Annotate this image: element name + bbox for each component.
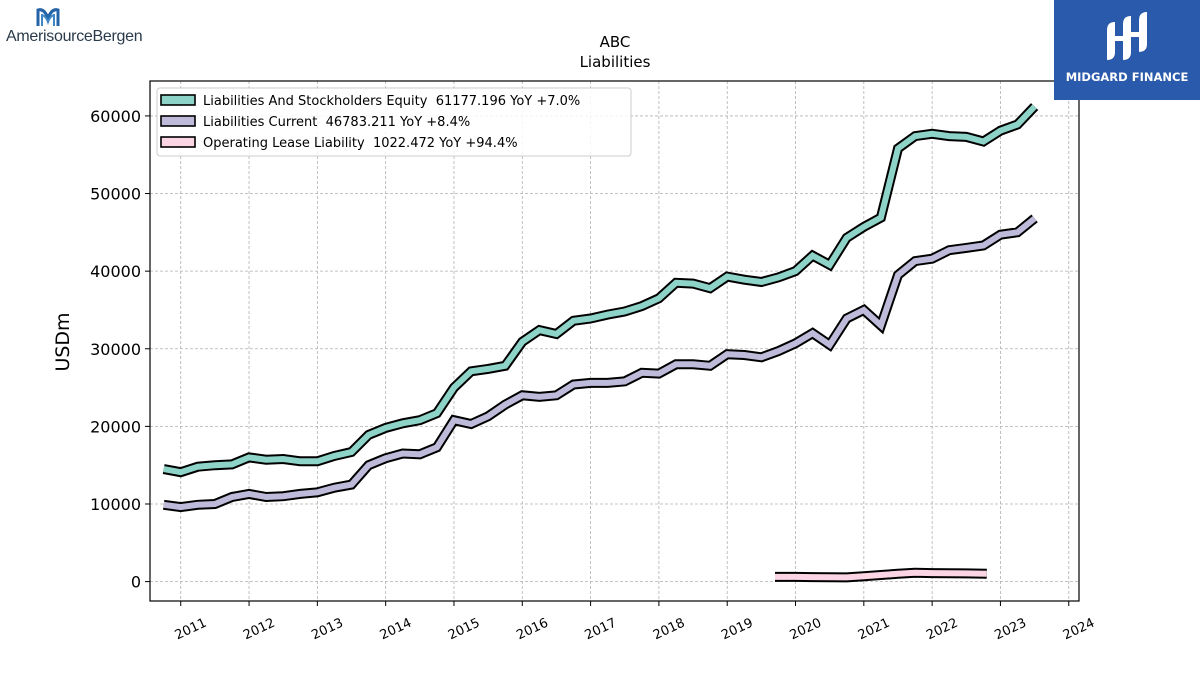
company-logo: AmerisourceBergen — [6, 6, 166, 46]
brand-mark-icon — [1107, 12, 1147, 60]
brand-logo: MIDGARD FINANCE — [1054, 0, 1200, 100]
x-tick-label: 2023 — [992, 616, 1028, 644]
y-tick-label: 20000 — [90, 417, 141, 436]
y-axis-label: USDm — [52, 312, 74, 371]
series-line-outline — [162, 103, 1039, 478]
plot-frame — [149, 80, 1080, 602]
series-lines — [162, 103, 1039, 583]
legend-label: Liabilities And Stockholders Equity 6117… — [203, 94, 580, 109]
series-2 — [163, 214, 1038, 513]
series-line — [775, 569, 987, 581]
x-tick-label: 2020 — [788, 616, 824, 644]
legend: Liabilities And Stockholders Equity 6117… — [156, 87, 632, 157]
y-tick-label: 30000 — [90, 340, 141, 359]
x-tick-label: 2016 — [514, 616, 550, 644]
y-tick-label: 60000 — [90, 107, 141, 126]
x-tick-label: 2018 — [651, 616, 687, 644]
x-tick-label: 2024 — [1061, 616, 1097, 644]
chart-title: ABC — [600, 33, 631, 51]
company-logo-text: AmerisourceBergen — [6, 28, 143, 45]
y-axis: 0 10000 20000 30000 40000 50000 60000 — [90, 107, 150, 592]
series-1 — [162, 103, 1039, 478]
x-tick-label: 2012 — [241, 616, 277, 644]
brand-logo-text: MIDGARD FINANCE — [1065, 70, 1189, 84]
x-tick-label: 2013 — [309, 616, 345, 644]
series-line — [163, 104, 1037, 476]
logo-mark-icon — [36, 8, 60, 26]
legend-swatch — [160, 136, 196, 148]
x-tick-label: 2011 — [173, 616, 209, 644]
legend-label: Operating Lease Liability 1022.472 YoY +… — [203, 136, 518, 151]
grid — [150, 81, 1079, 601]
y-tick-label: 50000 — [90, 185, 141, 204]
x-tick-label: 2019 — [719, 616, 755, 644]
y-tick-label: 40000 — [90, 262, 141, 281]
series-line — [163, 216, 1037, 511]
x-tick-label: 2014 — [378, 616, 414, 644]
legend-box — [156, 87, 632, 157]
y-tick-label: 0 — [131, 573, 141, 592]
x-axis: 2011 2012 2013 2014 2015 2016 2017 2018 2019 2020… — [173, 601, 1097, 643]
legend-swatch — [160, 115, 196, 127]
x-tick-label: 2021 — [856, 616, 892, 644]
legend-swatch — [160, 94, 196, 106]
series-3 — [775, 567, 987, 583]
legend-label: Liabilities Current 46783.211 YoY +8.4% — [203, 115, 470, 130]
chart-subtitle: Liabilities — [580, 53, 651, 71]
x-tick-label: 2015 — [446, 616, 482, 644]
x-tick-label: 2017 — [583, 616, 619, 644]
x-tick-label: 2022 — [924, 616, 960, 644]
y-tick-label: 10000 — [90, 495, 141, 514]
